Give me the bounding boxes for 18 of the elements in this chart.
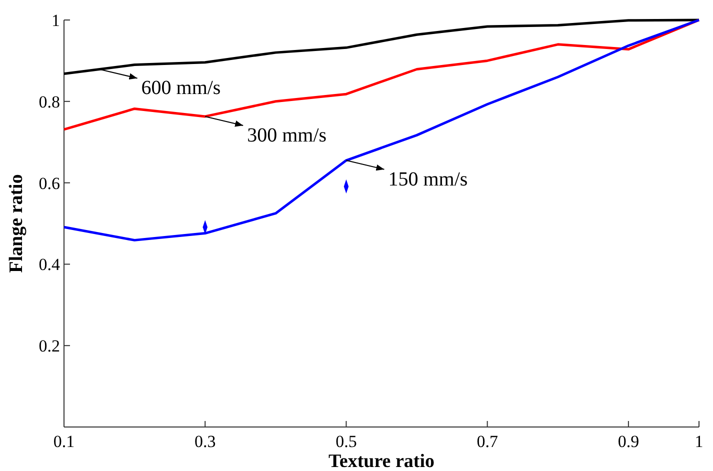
annotation: 600 mm/s bbox=[141, 77, 221, 100]
line-series bbox=[62, 18, 700, 75]
annotation: 150 mm/s bbox=[388, 168, 468, 190]
x-tick-label: 1 bbox=[694, 432, 704, 451]
y-tick-label: 1 bbox=[52, 11, 60, 30]
x-axis-title: Texture ratio bbox=[328, 451, 435, 471]
y-tick-label: 0.4 bbox=[38, 255, 60, 274]
x-tick-label: 0.5 bbox=[336, 432, 357, 451]
x-tick-label: 0.3 bbox=[194, 432, 216, 451]
x-tick-label: 0.1 bbox=[53, 432, 75, 451]
line-series bbox=[62, 18, 700, 242]
y-tick-label: 0.8 bbox=[38, 92, 60, 112]
annotation: 300 mm/s bbox=[247, 124, 327, 146]
x-tick-label: 0.7 bbox=[476, 432, 498, 451]
x-tick-label: 0.9 bbox=[618, 432, 640, 451]
y-tick-label: 0.2 bbox=[38, 336, 60, 356]
y-tick-label: 0.6 bbox=[38, 174, 60, 193]
y-axis-title: Flange ratio bbox=[6, 174, 27, 273]
